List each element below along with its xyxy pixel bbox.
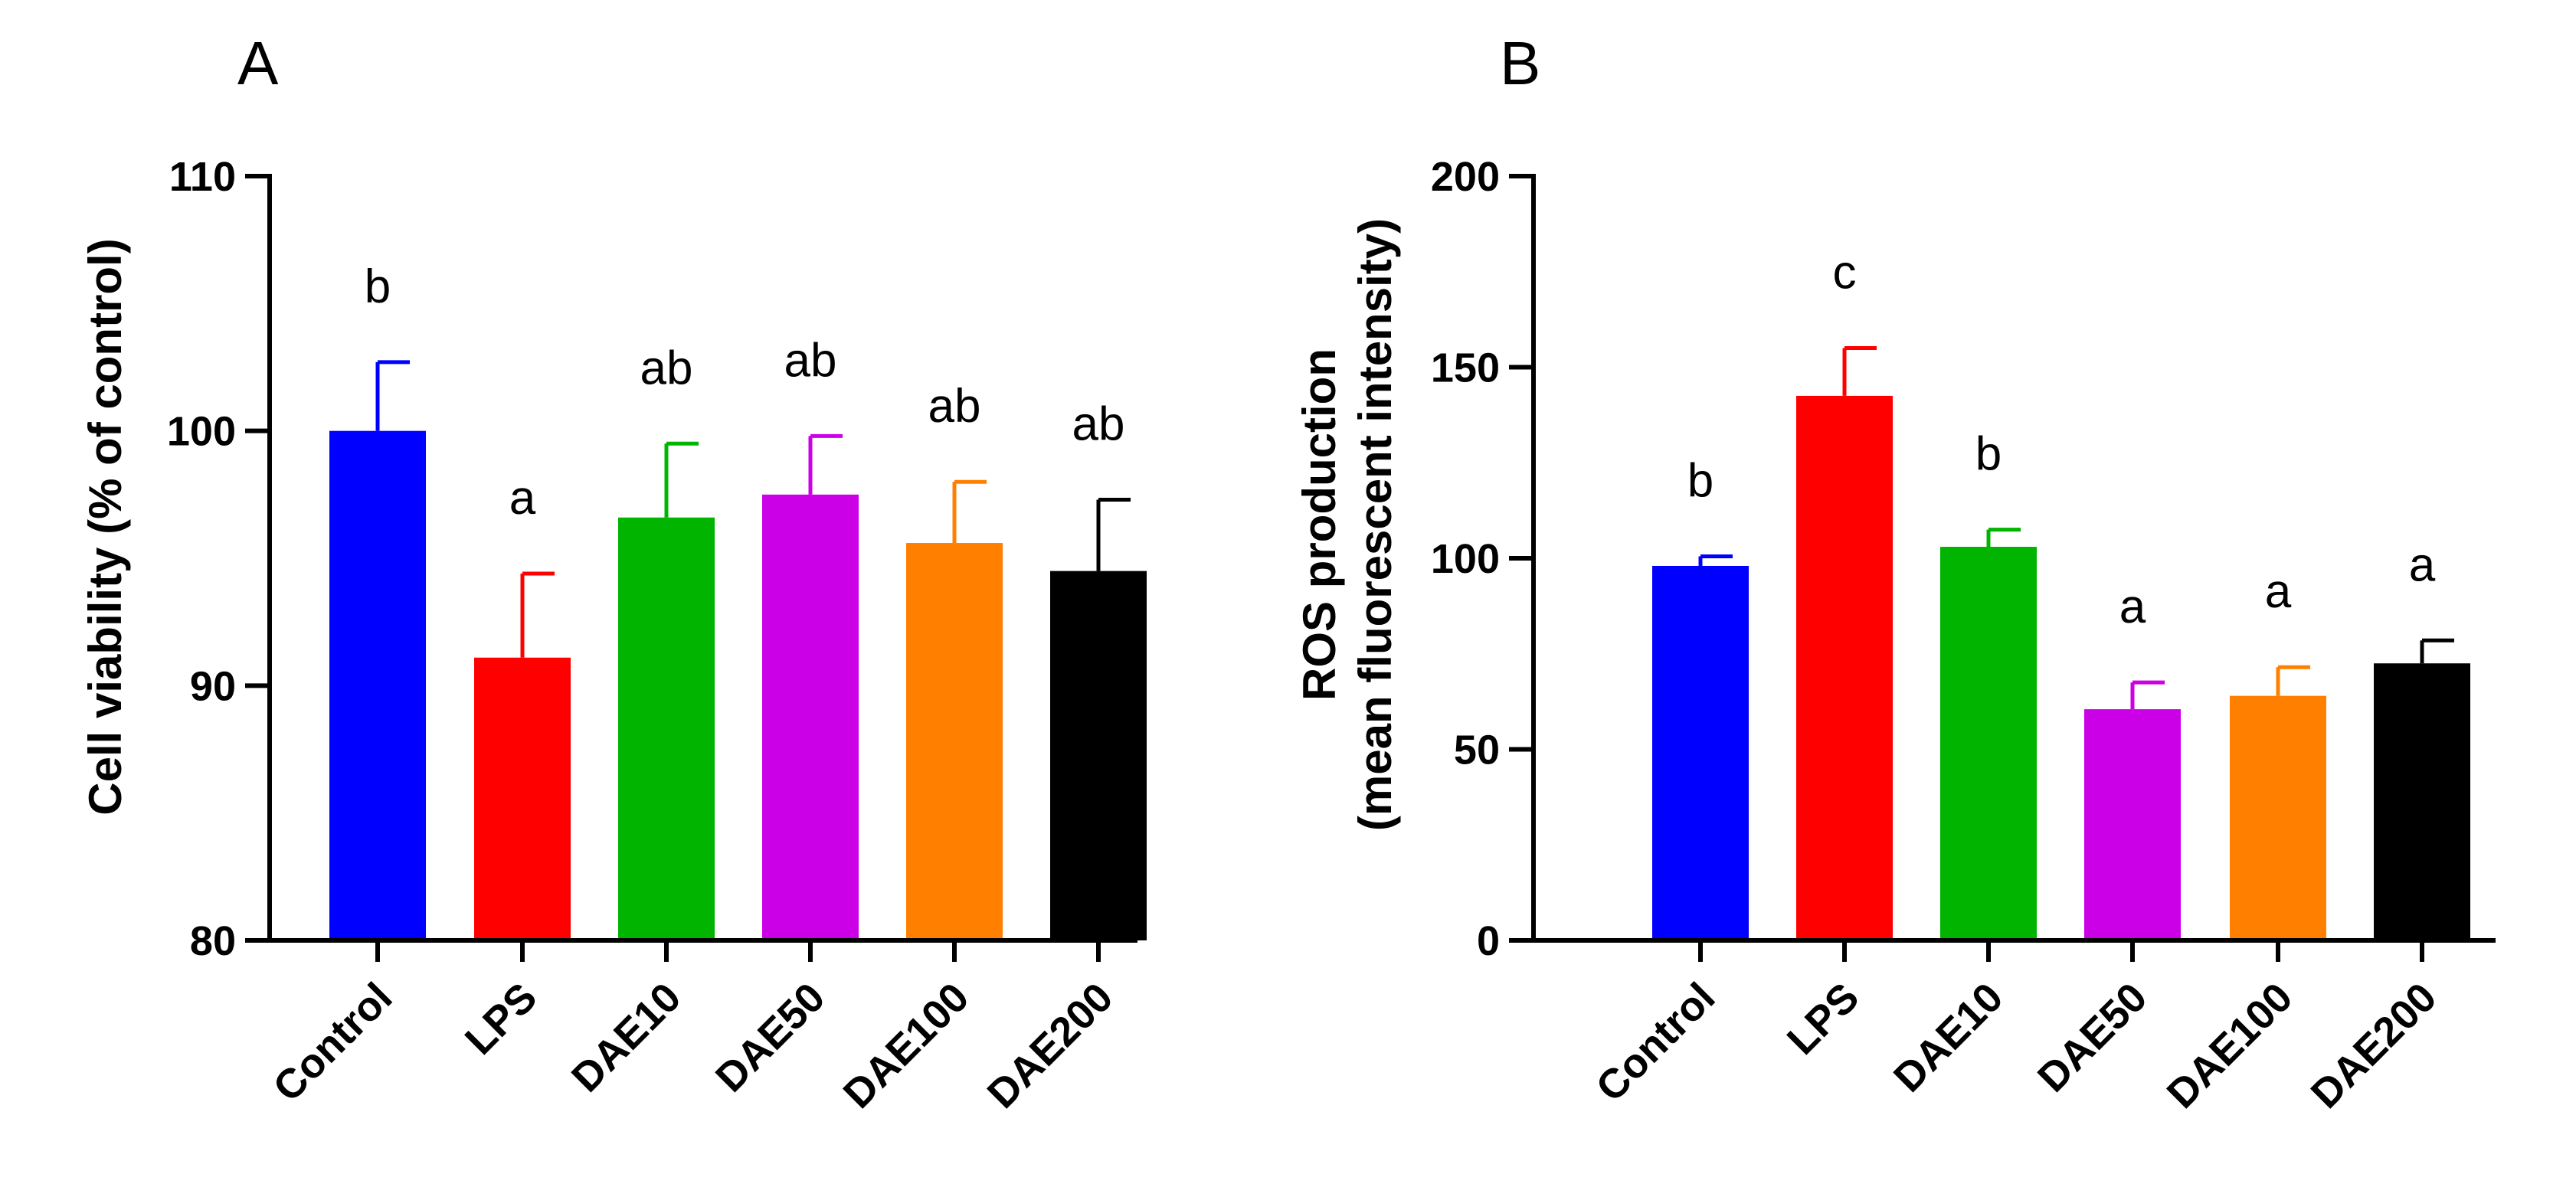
panel-b-chart: B ROS production (mean fluorescent inten… bbox=[1294, 29, 2496, 1117]
panel-a-y-tick-label: 90 bbox=[190, 663, 236, 709]
panel-b-category-label: LPS bbox=[1779, 974, 1868, 1064]
panel-b-significance-label: c bbox=[1833, 247, 1857, 299]
panel-b-bar-dae10 bbox=[1940, 547, 2037, 940]
panel-a-category-label: DAE200 bbox=[979, 974, 1122, 1117]
panel-a-category-label: Control bbox=[264, 974, 401, 1110]
panel-b-significance-label: b bbox=[1975, 428, 2002, 481]
panel-b-category-label: DAE50 bbox=[2029, 974, 2156, 1101]
panel-b-y-tick-label: 150 bbox=[1431, 345, 1500, 391]
panel-a-bar-dae50 bbox=[762, 494, 859, 940]
panel-a-category-label: LPS bbox=[457, 974, 546, 1064]
panel-b-category-label: DAE100 bbox=[2159, 974, 2302, 1117]
panel-a-significance-label: b bbox=[365, 260, 391, 313]
panel-b-bar-dae200 bbox=[2374, 663, 2470, 940]
panel-a-bar-dae200 bbox=[1050, 571, 1147, 940]
panel-b-significance-label: a bbox=[2119, 580, 2146, 633]
panel-a-significance-label: ab bbox=[928, 380, 981, 433]
panel-a-significance-label: a bbox=[509, 472, 536, 525]
panel-b-bar-lps bbox=[1796, 395, 1893, 940]
panel-b-category-label: DAE200 bbox=[2303, 974, 2446, 1117]
panel-a-significance-label: ab bbox=[1072, 397, 1125, 450]
panel-b-label: B bbox=[1500, 29, 1540, 97]
panel-a-y-tick-label: 80 bbox=[190, 918, 236, 964]
panel-b-y-tick-label: 0 bbox=[1477, 918, 1500, 964]
panel-b-significance-label: a bbox=[2409, 538, 2436, 591]
panel-b-bar-dae100 bbox=[2230, 695, 2326, 940]
panel-b-category-label: DAE10 bbox=[1885, 974, 2012, 1101]
panel-b-y-tick-label: 200 bbox=[1431, 154, 1500, 200]
panel-a-y-tick-label: 110 bbox=[169, 154, 236, 200]
panel-a-label: A bbox=[237, 29, 279, 97]
panel-a-bar-dae10 bbox=[618, 517, 715, 940]
panel-b-bar-dae50 bbox=[2084, 709, 2181, 940]
panel-b-y-tick-label: 50 bbox=[1454, 728, 1500, 773]
panel-a-chart: A Cell viability (% of control) b Control… bbox=[80, 29, 1147, 1117]
panel-b-significance-label: b bbox=[1687, 455, 1714, 508]
panel-a-category-label: DAE50 bbox=[707, 974, 834, 1101]
panel-b-significance-label: a bbox=[2265, 565, 2292, 618]
panel-b-y-axis-label-line1: ROS production bbox=[1294, 348, 1345, 701]
panel-a-y-axis-label: Cell viability (% of control) bbox=[80, 238, 131, 815]
panel-b-category-label: Control bbox=[1587, 974, 1723, 1110]
panel-a-significance-label: ab bbox=[640, 342, 693, 394]
panel-a-significance-label: ab bbox=[784, 334, 837, 387]
panel-a-category-label: DAE10 bbox=[563, 974, 690, 1101]
panel-a-category-label: DAE100 bbox=[835, 974, 978, 1117]
panel-b-y-axis-label-line2: (mean fluorescent intensity) bbox=[1350, 218, 1401, 831]
panel-a-bar-lps bbox=[474, 657, 571, 940]
panel-b-y-tick-label: 100 bbox=[1431, 536, 1500, 582]
panel-b-bar-control bbox=[1652, 565, 1749, 940]
panel-a-bar-control bbox=[329, 430, 426, 940]
panel-a-y-tick-label: 100 bbox=[167, 409, 236, 455]
panel-a-bar-dae100 bbox=[906, 543, 1003, 940]
